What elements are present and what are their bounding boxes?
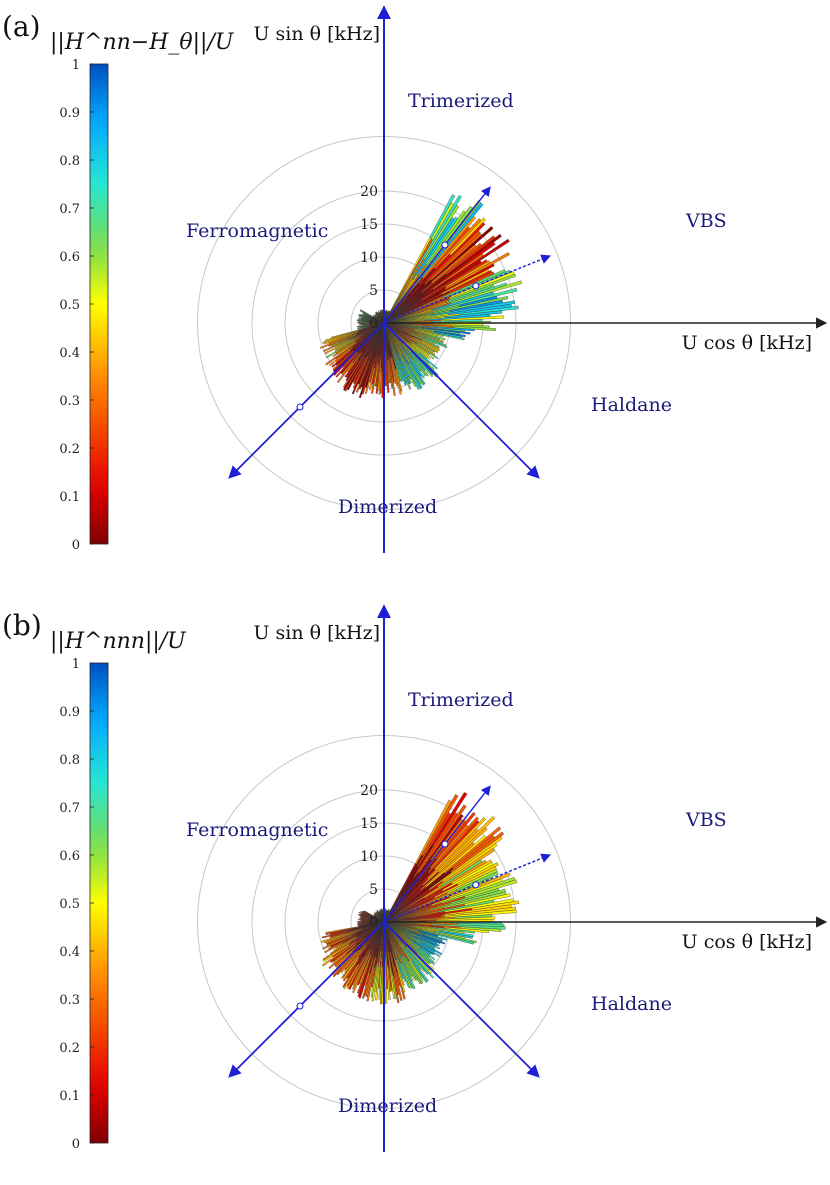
radial-tick-label: 0 [369, 915, 378, 931]
phase-label-vbs: VBS [685, 809, 727, 831]
colorbar-tick-label: 0.6 [59, 250, 80, 265]
colorbar-tick-label: 0.9 [59, 705, 80, 720]
colorbar-tick-label: 0.1 [59, 490, 80, 505]
radial-tick-label: 15 [360, 816, 378, 832]
colorbar-tick-label: 0.3 [59, 394, 80, 409]
phase-label-haldane: Haldane [591, 394, 672, 416]
colorbar-tick-label: 1 [72, 657, 80, 672]
colorbar-tick-label: 0.4 [59, 945, 80, 960]
radial-tick-label: 5 [369, 882, 378, 898]
colorbar-tick-label: 0 [72, 1137, 80, 1152]
reference-point [297, 1003, 303, 1009]
colorbar-tick-label: 0.6 [59, 849, 80, 864]
radial-tick-label: 10 [360, 250, 378, 266]
phase-boundary-arrow [230, 323, 384, 477]
colorbar-tick-label: 0.2 [59, 1041, 80, 1056]
reference-point [297, 404, 303, 410]
y-axis-label: U sin θ [kHz] [253, 622, 380, 644]
colorbar-tick-label: 0.7 [59, 202, 80, 217]
x-axis-label: U cos θ [kHz] [682, 931, 812, 953]
phase-boundary-arrow [230, 922, 384, 1076]
heatmap-sectors [321, 792, 519, 1004]
radial-tick-label: 5 [369, 283, 378, 299]
phase-label-vbs: VBS [685, 210, 727, 232]
radial-tick-label: 10 [360, 849, 378, 865]
phase-boundary-arrow [384, 922, 538, 1076]
phase-boundary-arrow [384, 323, 538, 477]
colorbar-tick-label: 0.9 [59, 106, 80, 121]
radial-tick-label: 15 [360, 217, 378, 233]
reference-point [442, 841, 448, 847]
colorbar-tick-label: 0.8 [59, 154, 80, 169]
colorbar-tick-label: 0.5 [59, 298, 80, 313]
phase-label-dimerized: Dimerized [338, 1095, 437, 1117]
colorbar-tick-label: 0.7 [59, 801, 80, 816]
phase-label-ferromagnetic: Ferromagnetic [186, 220, 328, 242]
radial-tick-label: 20 [360, 184, 378, 200]
phase-label-ferromagnetic: Ferromagnetic [186, 819, 328, 841]
phase-label-trimerized: Trimerized [408, 90, 514, 112]
colorbar-tick-label: 0.1 [59, 1089, 80, 1104]
phase-label-haldane: Haldane [591, 993, 672, 1015]
colorbar-tick-label: 0.8 [59, 753, 80, 768]
colorbar-tick-label: 1 [72, 58, 80, 73]
heatmap-sectors [320, 195, 522, 398]
reference-point [473, 882, 479, 888]
colorbar-tick-label: 0.3 [59, 993, 80, 1008]
colorbar-tick-label: 0 [72, 538, 80, 553]
colorbar-tick-label: 0.4 [59, 346, 80, 361]
colorbar-tick-label: 0.2 [59, 442, 80, 457]
reference-point [473, 283, 479, 289]
radial-tick-label: 20 [360, 783, 378, 799]
radial-tick-label: 0 [369, 316, 378, 332]
reference-point [442, 242, 448, 248]
x-axis-label: U cos θ [kHz] [682, 332, 812, 354]
phase-label-trimerized: Trimerized [408, 689, 514, 711]
y-axis-label: U sin θ [kHz] [253, 23, 380, 45]
colorbar-tick-label: 0.5 [59, 897, 80, 912]
phase-label-dimerized: Dimerized [338, 496, 437, 518]
